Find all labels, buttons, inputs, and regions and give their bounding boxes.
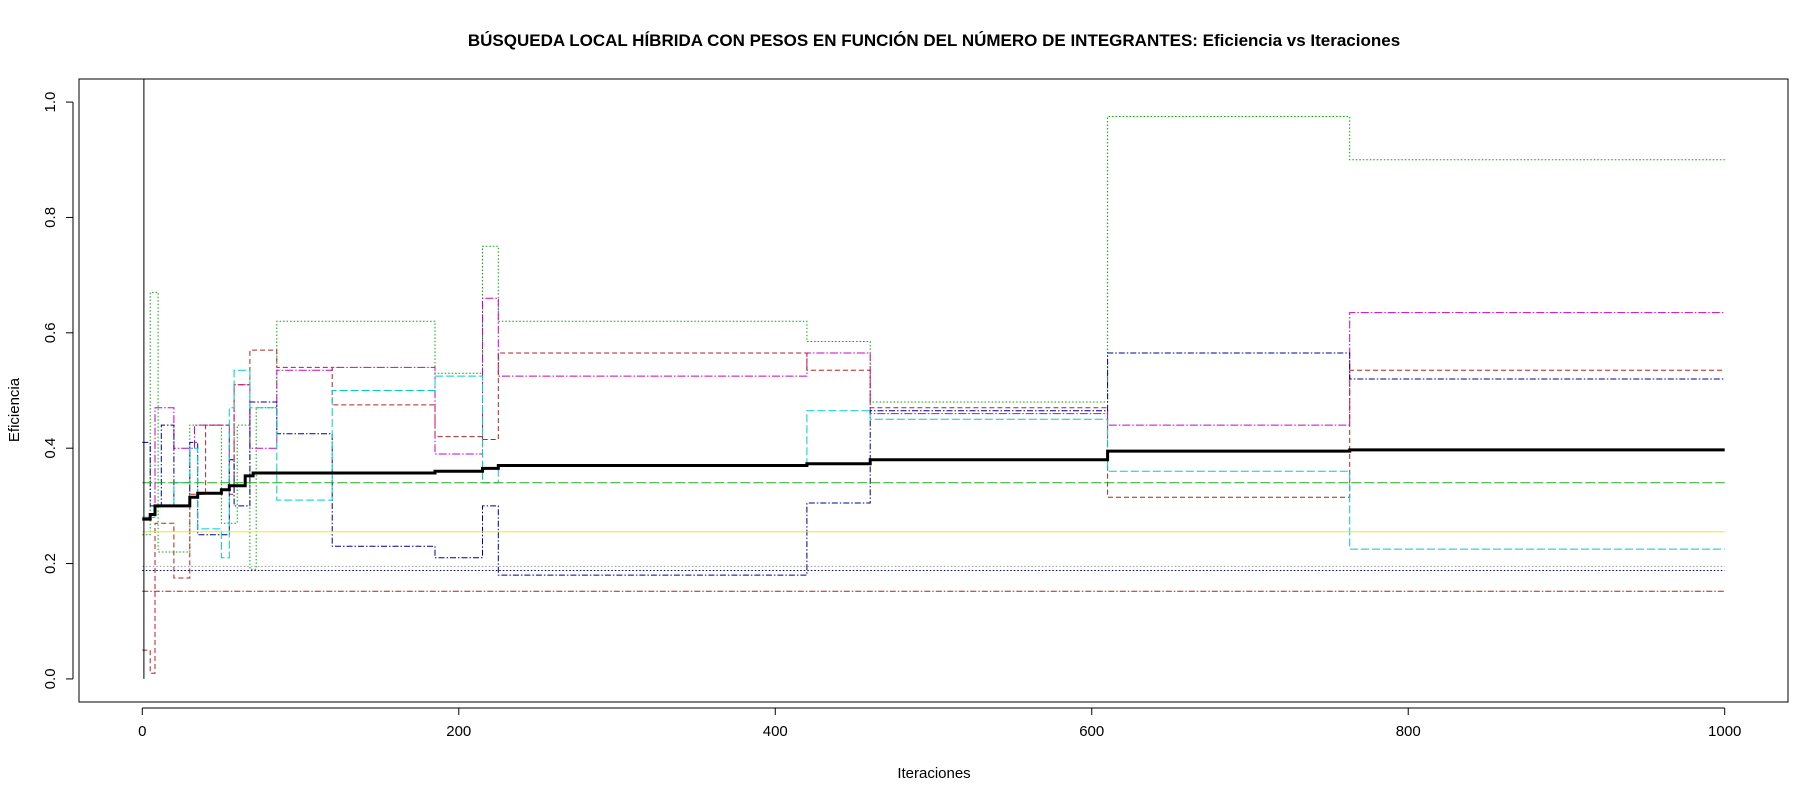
series-group [142, 79, 1724, 679]
y-tick-label: 0.4 [42, 438, 59, 459]
series-line-3 [142, 350, 1724, 673]
series-line-1 [142, 117, 1724, 570]
x-tick-label: 400 [763, 723, 788, 740]
x-axis-label: Iteraciones [897, 765, 970, 782]
x-tick-label: 200 [446, 723, 471, 740]
y-tick-label: 1.0 [42, 92, 59, 113]
x-tick-label: 800 [1396, 723, 1421, 740]
x-tick-label: 0 [138, 723, 146, 740]
y-tick-label: 0.8 [42, 207, 59, 228]
series-line-4 [142, 353, 1724, 575]
series-line-12 [142, 450, 1724, 519]
chart-title: BÚSQUEDA LOCAL HÍBRIDA CON PESOS EN FUNC… [468, 31, 1400, 50]
y-axis: 0.0 0.2 0.4 0.6 0.8 1.0 [42, 92, 73, 690]
series-line-5 [142, 370, 1724, 558]
x-tick-label: 600 [1079, 723, 1104, 740]
y-tick-label: 0.2 [42, 553, 59, 574]
x-tick-label: 1000 [1708, 723, 1741, 740]
y-tick-label: 0.0 [42, 668, 59, 689]
y-axis-label: Eficiencia [6, 377, 23, 442]
x-axis: 0 200 400 600 800 1000 [138, 708, 1741, 740]
y-tick-label: 0.6 [42, 322, 59, 343]
